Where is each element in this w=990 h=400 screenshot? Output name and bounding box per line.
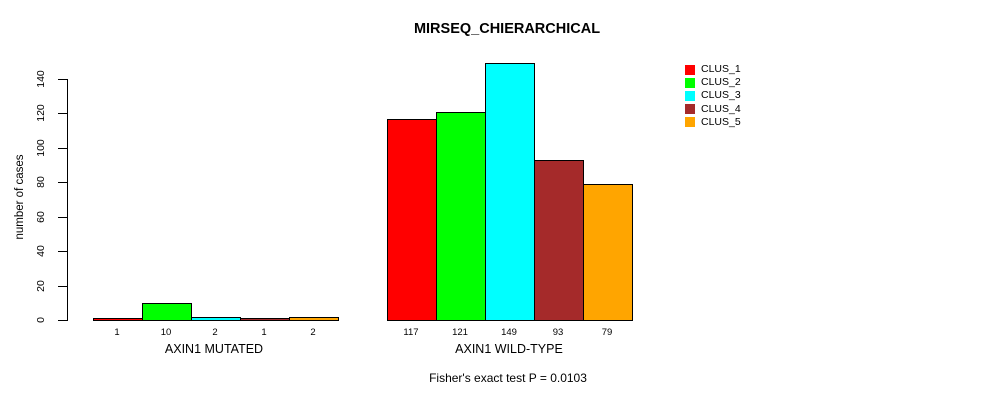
bar-value-label: 117 — [403, 327, 419, 338]
bar-clus_2-axin1-wild-type — [435, 111, 486, 321]
bar-clus_1-axin1-mutated — [92, 318, 143, 321]
y-axis-tick — [58, 216, 67, 218]
y-axis-tick — [58, 251, 67, 253]
bar-value-label: 10 — [160, 327, 172, 338]
y-axis-tick — [58, 320, 67, 321]
bar-value-label: 79 — [601, 327, 613, 338]
bar-clus_2-axin1-mutated — [141, 302, 192, 321]
legend-label: CLUS_1 — [701, 63, 741, 75]
bar-value-label: 93 — [552, 327, 564, 338]
y-axis-tick-label: 60 — [35, 210, 47, 223]
y-axis-tick-label: 0 — [35, 317, 47, 323]
legend-label: CLUS_4 — [701, 102, 741, 115]
bar-clus_5-axin1-wild-type — [582, 184, 633, 321]
bar-value-label: 121 — [452, 327, 468, 338]
legend-swatch-clus_3 — [685, 90, 695, 101]
y-axis-tick — [58, 78, 67, 80]
bar-clus_4-axin1-wild-type — [533, 159, 584, 321]
legend-swatch-clus_4 — [685, 104, 695, 115]
group-label-axin1-wild-type: AXIN1 WILD-TYPE — [455, 342, 563, 356]
legend-swatch-clus_1 — [685, 64, 695, 75]
bar-value-label: 149 — [501, 327, 517, 338]
bar-clus_4-axin1-mutated — [239, 318, 290, 321]
legend-label: CLUS_5 — [701, 115, 741, 128]
bar-clus_3-axin1-wild-type — [484, 63, 535, 321]
legend-swatch-clus_5 — [685, 117, 695, 128]
y-axis-tick-label: 100 — [35, 139, 47, 157]
legend-label: CLUS_2 — [701, 76, 741, 89]
y-axis-tick-label: 80 — [35, 176, 47, 189]
legend-swatch-clus_2 — [685, 77, 695, 88]
legend-label: CLUS_3 — [701, 89, 741, 102]
y-axis-label: number of cases — [14, 154, 26, 240]
fisher-test-annotation: Fisher's exact test P = 0.0103 — [429, 371, 587, 385]
chart-title: MIRSEQ_CHIERARCHICAL — [413, 21, 601, 37]
y-axis-tick — [58, 147, 67, 149]
y-axis-tick-label: 120 — [35, 104, 47, 123]
group-label-axin1-mutated: AXIN1 MUTATED — [164, 342, 264, 356]
bar-value-label: 1 — [114, 327, 120, 338]
bar-clus_5-axin1-mutated — [288, 316, 339, 321]
y-axis-line — [67, 78, 68, 321]
bar-value-label: 2 — [212, 327, 218, 338]
y-axis-tick — [58, 113, 67, 115]
bar-value-label: 1 — [261, 327, 267, 338]
y-axis-tick — [58, 182, 67, 184]
legend: CLUS_1 CLUS_2 CLUS_3 CLUS_4 CLUS_5 — [685, 63, 785, 131]
y-axis-tick-label: 40 — [35, 245, 47, 257]
bar-clus_3-axin1-mutated — [190, 316, 241, 321]
y-axis-tick-label: 140 — [35, 70, 47, 88]
bar-value-label: 2 — [310, 327, 316, 338]
y-axis-tick-label: 20 — [35, 279, 47, 292]
bar-clus_1-axin1-wild-type — [386, 118, 437, 321]
y-axis-tick — [58, 285, 67, 287]
